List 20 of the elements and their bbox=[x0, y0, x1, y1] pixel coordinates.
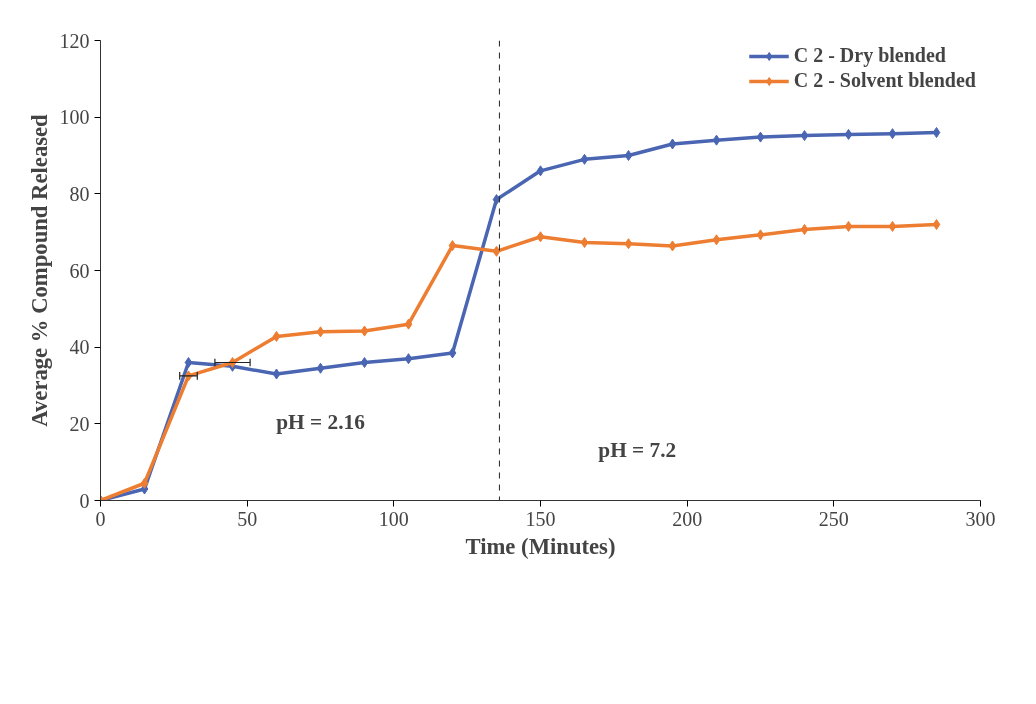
y-tick-label: 120 bbox=[59, 29, 90, 52]
annotation: pH = 7.2 bbox=[598, 437, 677, 462]
x-tick-label: 100 bbox=[378, 507, 409, 530]
y-tick-label: 100 bbox=[59, 106, 90, 129]
x-tick-label: 50 bbox=[237, 507, 258, 530]
y-tick-label: 80 bbox=[69, 182, 90, 205]
annotation: pH = 2.16 bbox=[276, 410, 366, 435]
x-tick-label: 150 bbox=[525, 507, 556, 530]
legend-label: C 2 - Solvent blended bbox=[793, 69, 976, 92]
y-tick-label: 40 bbox=[69, 336, 90, 359]
x-tick-label: 0 bbox=[95, 507, 106, 530]
y-tick-label: 60 bbox=[69, 259, 90, 282]
y-tick-label: 0 bbox=[79, 489, 90, 512]
legend-label: C 2 - Dry blended bbox=[793, 44, 946, 67]
y-tick-label: 20 bbox=[69, 412, 90, 435]
x-tick-label: 200 bbox=[672, 507, 703, 530]
y-axis-title: Average % Compound Released bbox=[26, 113, 52, 427]
x-tick-label: 250 bbox=[818, 507, 849, 530]
x-axis-title: Time (Minutes) bbox=[465, 533, 616, 559]
x-tick-label: 300 bbox=[965, 507, 996, 530]
